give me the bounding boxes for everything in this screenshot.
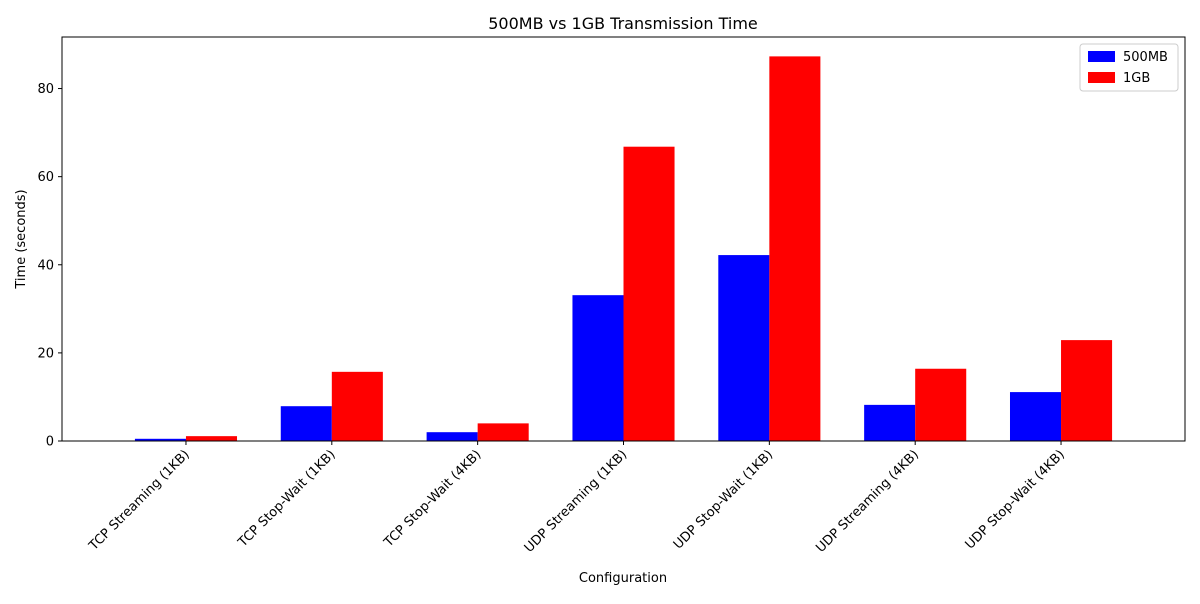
- bar-500MB-3: [572, 295, 624, 441]
- plot-frame: [61, 36, 1186, 442]
- bar-1GB-5: [915, 368, 967, 441]
- bar-1GB-4: [769, 56, 821, 442]
- legend: 500MB 1GB: [1079, 43, 1179, 92]
- y-tick-label: 80: [37, 82, 54, 97]
- bars-layer: [134, 56, 1113, 442]
- bar-500MB-6: [1009, 392, 1062, 441]
- bar-1GB-1: [331, 371, 383, 441]
- bar-1GB-6: [1061, 340, 1113, 441]
- legend-swatch-500MB: [1088, 51, 1115, 62]
- bar-1GB-3: [623, 146, 675, 441]
- bar-1GB-2: [477, 423, 529, 441]
- bar-1GB-0: [185, 436, 238, 441]
- series-500MB: [134, 255, 1062, 441]
- series-1GB: [185, 56, 1113, 442]
- chart-title: 500MB vs 1GB Transmission Time: [488, 14, 758, 33]
- y-ticks-layer: 0 20 40 60 80: [37, 82, 62, 450]
- legend-swatch-1GB: [1088, 72, 1115, 83]
- y-axis-label: Time (seconds): [14, 189, 29, 289]
- bar-500MB-0: [134, 438, 186, 441]
- bar-500MB-4: [718, 255, 770, 441]
- legend-label-500MB: 500MB: [1123, 50, 1168, 65]
- bar-500MB-5: [864, 404, 916, 441]
- x-axis-label: Configuration: [579, 571, 667, 586]
- y-tick-label: 20: [37, 346, 54, 361]
- y-tick-label: 40: [37, 258, 54, 273]
- bar-500MB-2: [426, 432, 478, 441]
- legend-label-1GB: 1GB: [1123, 71, 1150, 86]
- y-tick-label: 60: [37, 170, 54, 185]
- bar-500MB-1: [280, 406, 332, 441]
- y-tick-label: 0: [46, 435, 54, 450]
